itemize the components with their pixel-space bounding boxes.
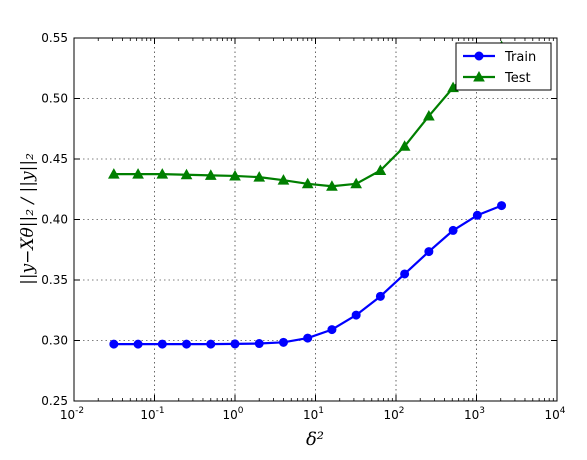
- train-data-point: [133, 339, 143, 349]
- train-data-point: [472, 210, 482, 220]
- train-data-point: [182, 339, 192, 349]
- legend: Train Test: [455, 42, 552, 91]
- axis-ticks: [73, 37, 558, 402]
- test-data-point: [423, 110, 435, 121]
- x-tick-label: 104: [544, 406, 565, 422]
- test-data-point: [398, 140, 411, 151]
- train-data-point: [424, 247, 434, 257]
- test-data-point: [204, 169, 217, 180]
- y-tick-label: 0.25: [41, 394, 68, 408]
- x-tick-label: 102: [383, 406, 404, 422]
- x-tick-label: 10-1: [140, 406, 164, 422]
- y-tick-label: 0.30: [41, 334, 68, 348]
- test-data-point: [229, 169, 241, 181]
- x-axis-label: δ²: [306, 429, 324, 450]
- x-tick-label: 101: [303, 406, 324, 422]
- x-tick-label: 10-2: [60, 406, 84, 422]
- test-data-point: [107, 168, 120, 179]
- train-data-point: [254, 339, 264, 349]
- legend-train-marker: [474, 51, 484, 61]
- train-data-point: [303, 333, 313, 343]
- y-tick-label: 0.40: [41, 213, 68, 227]
- test-data-point: [326, 180, 338, 191]
- y-axis-label: ||y−Xθ||₂ / ||y||₂: [18, 153, 38, 285]
- y-tick-label: 0.55: [41, 31, 68, 45]
- train-data-point: [206, 339, 216, 349]
- x-tick-label: 103: [464, 406, 485, 422]
- x-tick-label: 100: [222, 406, 243, 422]
- test-data-point: [156, 168, 169, 179]
- train-data-point: [109, 339, 119, 349]
- legend-test-label: Test: [504, 71, 531, 86]
- legend-train-label: Train: [504, 50, 536, 65]
- train-data-point: [448, 225, 458, 235]
- train-data-point: [157, 339, 167, 349]
- train-data-point: [278, 337, 288, 347]
- test-data-point: [132, 168, 144, 179]
- y-tick-label: 0.50: [41, 92, 68, 106]
- x-tick-labels: 10-2 10-1 100 101 102 103 104: [60, 406, 566, 422]
- test-data-point: [277, 174, 290, 185]
- train-data-point: [327, 325, 337, 335]
- legend-box: [455, 42, 552, 91]
- train-data-point: [497, 201, 507, 211]
- y-tick-labels: 0.25 0.30 0.35 0.40 0.45 0.50 0.55: [41, 31, 68, 408]
- test-data-point: [350, 177, 363, 189]
- train-data-point: [375, 291, 385, 301]
- train-data-point: [351, 310, 361, 320]
- y-tick-label: 0.45: [41, 152, 68, 166]
- test-data-point: [374, 164, 387, 175]
- test-data-point: [301, 177, 314, 189]
- plot-area: [107, 40, 508, 349]
- test-data-point: [253, 171, 266, 182]
- train-data-point: [230, 339, 240, 349]
- test-data-point: [180, 168, 193, 180]
- legend-test-marker: [473, 70, 485, 82]
- y-tick-label: 0.35: [41, 273, 68, 287]
- train-data-point: [400, 269, 410, 279]
